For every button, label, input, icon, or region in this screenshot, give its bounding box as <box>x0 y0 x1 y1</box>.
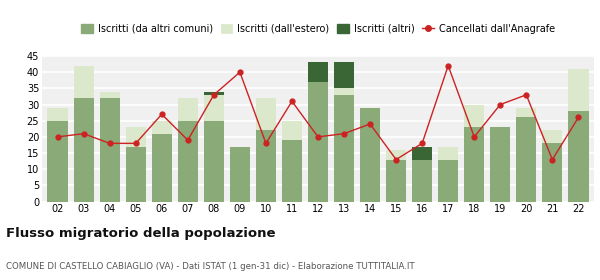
Bar <box>438 147 458 160</box>
Bar <box>100 92 120 98</box>
Bar <box>516 118 536 202</box>
Bar <box>47 108 68 121</box>
Bar <box>178 121 198 202</box>
Bar <box>74 98 94 202</box>
Bar <box>308 82 328 202</box>
Bar <box>308 62 328 82</box>
Bar <box>438 160 458 202</box>
Bar <box>152 121 172 134</box>
Bar <box>464 127 484 202</box>
Bar <box>334 88 354 95</box>
Bar <box>203 121 224 202</box>
Bar <box>282 121 302 140</box>
Bar <box>100 98 120 202</box>
Bar <box>125 147 146 202</box>
Bar <box>282 140 302 202</box>
Text: Flusso migratorio della popolazione: Flusso migratorio della popolazione <box>6 227 275 240</box>
Bar <box>542 143 562 202</box>
Bar <box>412 147 433 160</box>
Bar <box>568 69 589 111</box>
Bar <box>125 127 146 147</box>
Bar <box>360 108 380 202</box>
Bar <box>464 104 484 127</box>
Bar <box>230 147 250 202</box>
Bar <box>334 95 354 202</box>
Bar <box>203 95 224 121</box>
Bar <box>412 160 433 202</box>
Bar <box>386 160 406 202</box>
Bar <box>47 121 68 202</box>
Bar <box>516 108 536 118</box>
Bar <box>334 62 354 88</box>
Bar <box>256 130 276 202</box>
Bar <box>542 130 562 143</box>
Bar <box>490 127 511 202</box>
Text: COMUNE DI CASTELLO CABIAGLIO (VA) - Dati ISTAT (1 gen-31 dic) - Elaborazione TUT: COMUNE DI CASTELLO CABIAGLIO (VA) - Dati… <box>6 262 415 271</box>
Bar <box>203 92 224 95</box>
Bar <box>74 66 94 98</box>
Bar <box>568 111 589 202</box>
Legend: Iscritti (da altri comuni), Iscritti (dall'estero), Iscritti (altri), Cancellati: Iscritti (da altri comuni), Iscritti (da… <box>77 20 559 38</box>
Bar <box>178 98 198 121</box>
Bar <box>152 134 172 202</box>
Bar <box>256 98 276 130</box>
Bar <box>386 150 406 160</box>
